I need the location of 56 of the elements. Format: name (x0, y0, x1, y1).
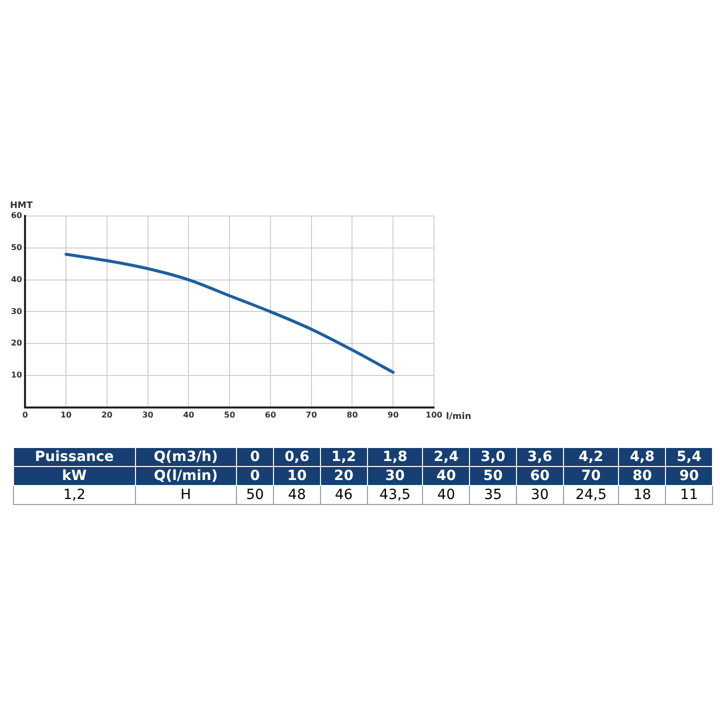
x-axis-title: l/min (446, 412, 472, 422)
y-tick-label: 60 (10, 211, 23, 220)
x-tick-label: 0 (22, 410, 28, 420)
y-axis-title: HMT (10, 200, 34, 211)
text: Q(m3/h) (135, 448, 236, 466)
text: 0 (236, 466, 274, 486)
text: 80 (618, 466, 666, 486)
text: 10 (274, 466, 320, 486)
text: 20 (320, 466, 368, 486)
text: 2,4 (422, 448, 470, 466)
x-tick-label: 100 (426, 410, 443, 420)
text: 1,8 (367, 448, 423, 466)
y-tick-label: 10 (10, 370, 23, 380)
x-tick-label: 40 (183, 410, 195, 420)
x-tick-label: 20 (101, 410, 113, 420)
text: 0,6 (274, 448, 320, 466)
y-tick-label: 40 (10, 274, 23, 284)
text: 40 (422, 466, 470, 486)
x-tick-label: 70 (306, 410, 318, 420)
text: kW (14, 466, 136, 486)
text: H (135, 486, 236, 504)
text: 48 (274, 486, 320, 504)
line-series (64, 252, 395, 374)
text: 3,6 (516, 448, 564, 466)
x-tick-label: 90 (388, 410, 400, 420)
text: 24,5 (563, 486, 619, 504)
y-tick-label: 50 (10, 242, 23, 252)
y-tick-label: 20 (10, 338, 23, 348)
x-tick-label: 60 (264, 410, 276, 420)
text: 4,8 (618, 448, 666, 466)
text: 35 (470, 486, 516, 504)
text: 5,4 (666, 448, 712, 466)
text: 3,0 (470, 448, 516, 466)
text: 18 (618, 486, 666, 504)
text: 30 (516, 486, 564, 504)
text: 46 (320, 486, 368, 504)
x-tick-label: 10 (60, 410, 72, 420)
text: 40 (422, 486, 470, 504)
text: 1,2 (320, 448, 368, 466)
x-tick-label: 50 (224, 410, 236, 420)
text: 50 (470, 466, 516, 486)
text: 43,5 (367, 486, 423, 504)
text: 30 (367, 466, 423, 486)
text: 90 (666, 466, 712, 486)
text: 1,2 (14, 486, 136, 504)
text: 4,2 (563, 448, 619, 466)
text: 11 (666, 486, 712, 504)
x-tick-label: 80 (346, 410, 358, 420)
text: 70 (563, 466, 619, 486)
text: 0 (236, 448, 274, 466)
text: 60 (516, 466, 564, 486)
x-tick-label: 30 (142, 410, 154, 420)
text: Puissance (14, 448, 136, 466)
y-tick-label: 30 (10, 306, 23, 316)
text: Q(l/min) (135, 466, 236, 486)
text: 50 (236, 486, 274, 504)
